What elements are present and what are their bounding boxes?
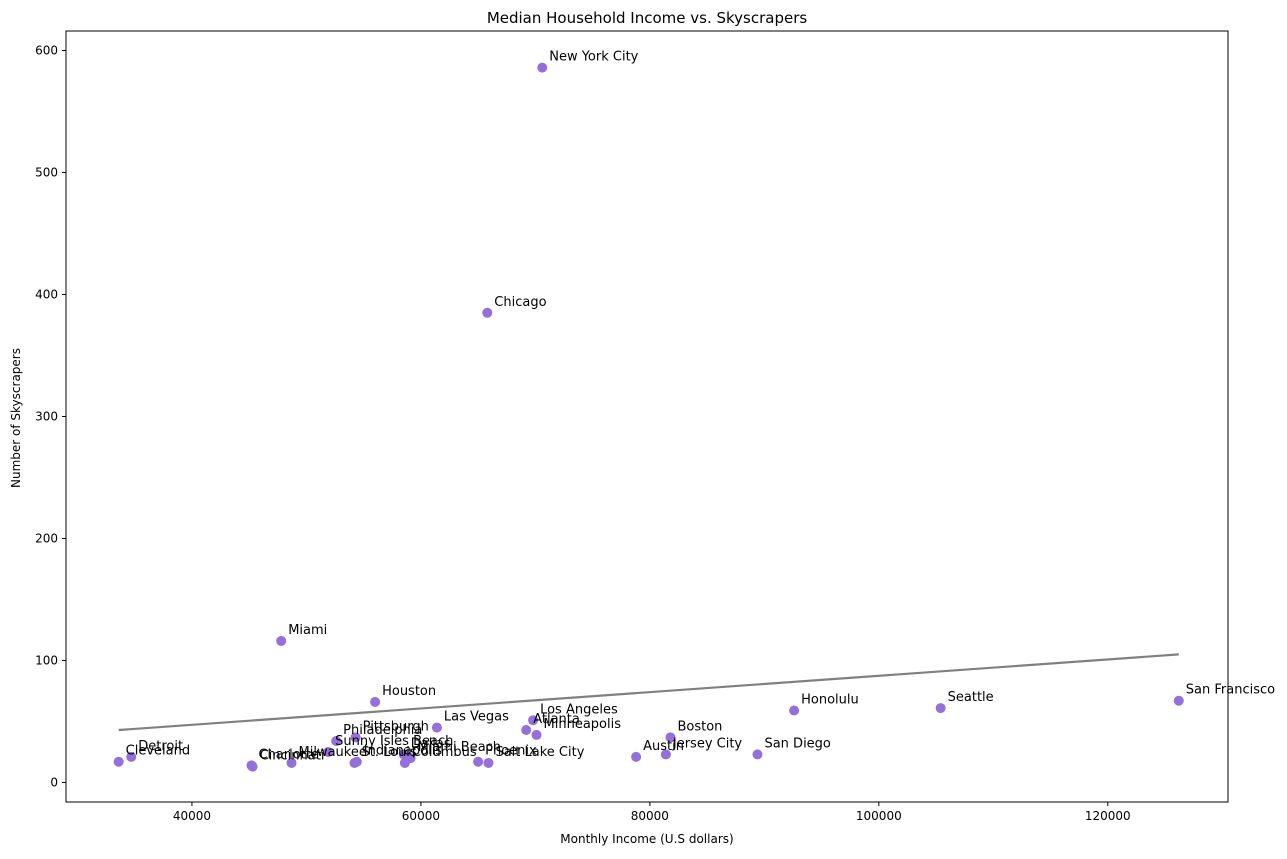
data-point	[631, 751, 642, 762]
data-point	[349, 757, 360, 768]
y-tick-label: 600	[35, 44, 58, 58]
plot-area-frame	[65, 30, 1229, 803]
data-point	[473, 756, 484, 767]
point-labels-layer: New York City Chicago Miami Houston San Fran…	[126, 50, 1275, 764]
data-point	[1173, 695, 1184, 706]
point-label: Houston	[382, 684, 436, 699]
data-point	[331, 736, 342, 747]
y-axis-label: Number of Skyscrapers	[9, 348, 23, 488]
point-label: Phoenix	[485, 744, 537, 759]
x-tick-label: 80000	[631, 809, 669, 823]
point-label: San Diego	[764, 736, 830, 751]
y-tick-label: 200	[35, 531, 58, 545]
point-label: Sunny Isles Beach	[335, 734, 453, 749]
point-label: Atlanta	[533, 712, 580, 727]
point-label: Minneapolis	[544, 717, 622, 732]
point-label: Columbus	[412, 745, 477, 760]
point-label: Cleveland	[126, 744, 190, 759]
x-tick-label: 60000	[402, 809, 440, 823]
x-tick-label: 100000	[856, 809, 902, 823]
data-point	[531, 729, 542, 740]
point-label: Austin	[643, 739, 684, 754]
data-point	[521, 725, 532, 736]
point-label: Chicago	[494, 295, 546, 310]
x-tick-label: 120000	[1085, 809, 1131, 823]
data-point	[350, 732, 361, 743]
data-point	[537, 62, 548, 73]
y-tick-label: 300	[35, 410, 58, 424]
data-point	[113, 756, 124, 767]
point-label: Indianapolis	[364, 744, 443, 759]
trendline	[118, 653, 1179, 732]
point-label: Miami Beach	[418, 740, 501, 755]
point-label: Seattle	[948, 690, 994, 705]
data-point	[752, 749, 763, 760]
point-label: Charlotte	[258, 747, 318, 762]
point-label: Miami	[288, 623, 327, 638]
data-point	[126, 751, 137, 762]
point-label: Las Vegas	[444, 710, 509, 725]
point-label: Honolulu	[801, 693, 859, 708]
point-label: Salt Lake City	[495, 745, 584, 760]
data-point	[399, 757, 410, 768]
axis-ticks-layer: 40000 60000 80000 100000 120000 0 100 200 300 400…	[35, 44, 1131, 823]
y-tick-label: 500	[35, 166, 58, 180]
chart-title: Median Household Income vs. Skyscrapers	[487, 9, 808, 27]
point-label: Milwaukee	[299, 745, 367, 760]
data-point	[323, 746, 334, 757]
data-point	[370, 696, 381, 707]
data-point	[528, 715, 539, 726]
point-label: Dallas	[411, 736, 451, 751]
data-point	[246, 760, 257, 771]
point-label: Jersey City	[672, 736, 743, 751]
point-label: Philadelphia	[343, 723, 422, 738]
data-point	[482, 307, 493, 318]
data-point	[789, 705, 800, 716]
point-label: San Francisco	[1186, 683, 1275, 698]
data-point	[431, 722, 442, 733]
y-tick-label: 0	[50, 775, 58, 789]
trendline-layer	[118, 653, 1179, 732]
data-point	[665, 732, 676, 743]
points-layer	[113, 62, 1184, 772]
data-point	[483, 757, 494, 768]
x-tick-label: 40000	[173, 809, 211, 823]
x-axis-label: Monthly Income (U.S dollars)	[560, 832, 733, 846]
point-label: Detroit	[138, 739, 183, 754]
data-point	[660, 749, 671, 760]
y-tick-label: 100	[35, 653, 58, 667]
point-label: St. Louis	[361, 745, 416, 760]
data-point	[286, 757, 297, 768]
data-point	[935, 703, 946, 714]
data-point	[276, 635, 287, 646]
point-label: Boston	[677, 719, 722, 734]
point-label: New York City	[549, 50, 638, 65]
point-label: Los Angeles	[540, 702, 618, 717]
point-label: Pittsburgh	[363, 719, 429, 734]
point-label: Cincinnati	[260, 749, 325, 764]
y-tick-label: 400	[35, 288, 58, 302]
